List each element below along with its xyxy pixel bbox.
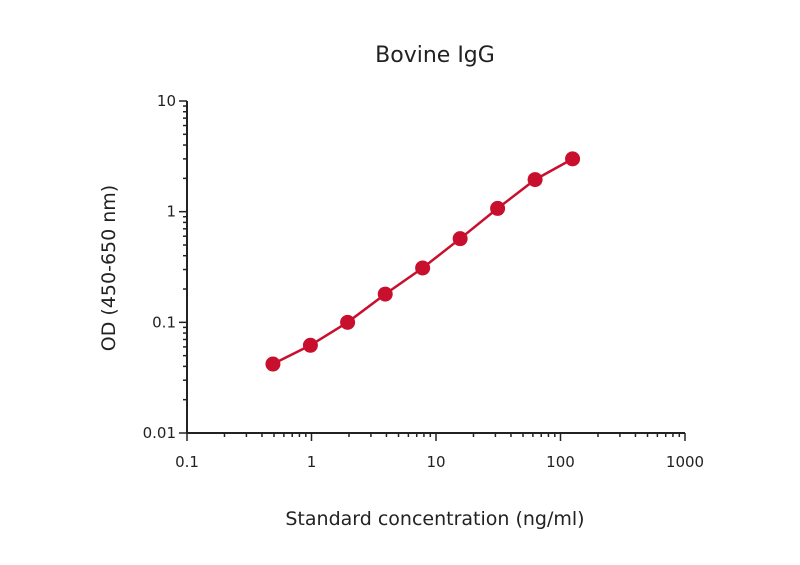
data-point (302, 337, 318, 353)
data-point (265, 356, 281, 372)
x-tick-label: 100 (546, 453, 575, 471)
y-tick-label: 0.1 (152, 313, 176, 331)
chart-title: Bovine IgG (375, 43, 495, 68)
y-tick-label: 1 (166, 203, 176, 221)
data-point (490, 200, 506, 216)
axes: 0.1 1 10 100 1000 0.01 0.1 1 10 (143, 92, 705, 471)
x-axis-label: Standard concentration (ng/ml) (285, 508, 584, 530)
data-point (452, 231, 468, 247)
data-point (565, 151, 581, 167)
data-marks (265, 151, 581, 372)
y-tick-label: 10 (157, 92, 176, 110)
x-tick-label: 10 (426, 453, 445, 471)
y-tick-label: 0.01 (143, 424, 176, 442)
data-point (377, 286, 393, 302)
x-tick-label: 1000 (666, 453, 704, 471)
data-point (527, 172, 543, 188)
x-tick-label: 1 (307, 453, 317, 471)
data-point (415, 260, 431, 276)
y-axis-label: OD (450-650 nm) (98, 185, 120, 351)
data-point (340, 314, 356, 330)
x-tick-label: 0.1 (175, 453, 199, 471)
